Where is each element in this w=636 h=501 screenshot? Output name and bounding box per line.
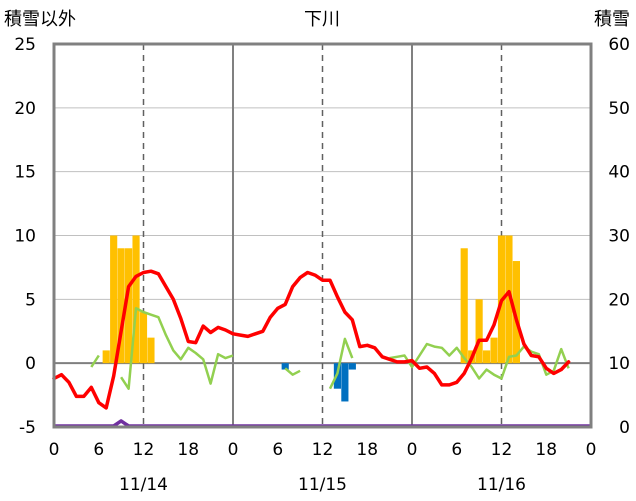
right-axis-label: 積雪	[594, 9, 630, 30]
precipitation-bar	[505, 235, 513, 364]
negative-bar	[281, 363, 289, 370]
precipitation-bar	[490, 337, 498, 364]
right-axis-tick-label: 50	[608, 99, 630, 119]
date-label: 11/15	[298, 475, 347, 495]
negative-bar	[341, 363, 349, 402]
precipitation-bar	[110, 235, 118, 364]
left-axis-tick-label: 20	[14, 99, 36, 119]
wind-series-line	[120, 307, 234, 390]
precipitation-bar	[125, 248, 133, 364]
left-axis-label: 積雪以外	[4, 9, 76, 30]
right-axis-tick-label: 20	[608, 290, 630, 310]
left-axis-tick-label: -5	[19, 418, 36, 438]
left-axis-tick-label: 10	[14, 227, 36, 247]
x-axis-tick-label: 0	[586, 440, 597, 460]
left-axis-tick-label: 25	[14, 35, 36, 55]
x-axis-tick-label: 18	[356, 440, 378, 460]
x-axis-tick-label: 0	[228, 440, 239, 460]
left-axis-tick-label: 15	[14, 163, 36, 183]
wind-series-line	[328, 337, 354, 390]
date-label: 11/14	[119, 475, 168, 495]
wind-series-line	[284, 367, 301, 376]
x-axis-tick-label: 6	[451, 440, 462, 460]
left-axis-tick-label: 5	[25, 290, 36, 310]
x-axis-tick-label: 18	[177, 440, 199, 460]
right-axis-tick-label: 30	[608, 227, 630, 247]
x-axis-tick-label: 12	[491, 440, 513, 460]
negative-bar	[348, 363, 356, 370]
x-axis-tick-label: 12	[133, 440, 155, 460]
right-axis-tick-label: 0	[619, 418, 630, 438]
precipitation-bar	[475, 299, 483, 364]
chart-title: 下川	[304, 9, 340, 30]
wind-series-line	[389, 342, 570, 380]
temperature-series-line	[52, 269, 571, 410]
right-axis-tick-label: 40	[608, 163, 630, 183]
precipitation-bar	[147, 337, 155, 364]
precipitation-bar	[460, 248, 468, 364]
precipitation-bar	[132, 235, 140, 364]
date-label: 11/16	[477, 475, 526, 495]
precipitation-bar	[102, 350, 110, 364]
x-axis-tick-label: 18	[535, 440, 557, 460]
x-axis-tick-label: 0	[49, 440, 60, 460]
right-axis-tick-label: 60	[608, 35, 630, 55]
right-axis-tick-label: 10	[608, 354, 630, 374]
precipitation-bar	[117, 248, 125, 364]
wind-series-line	[90, 354, 100, 368]
plot-frame	[52, 42, 593, 429]
x-axis-tick-label: 12	[312, 440, 334, 460]
precipitation-bar	[512, 261, 520, 364]
precipitation-bar	[139, 312, 148, 364]
x-axis-tick-label: 0	[407, 440, 418, 460]
left-axis-tick-label: 0	[25, 354, 36, 374]
x-axis-tick-label: 6	[272, 440, 283, 460]
precipitation-bar	[483, 350, 491, 364]
x-axis-tick-label: 6	[93, 440, 104, 460]
